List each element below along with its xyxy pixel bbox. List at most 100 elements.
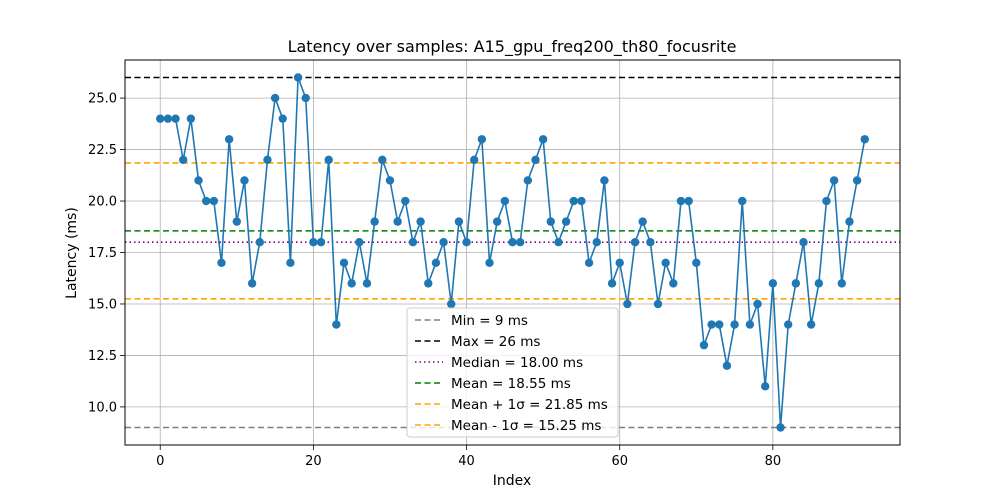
data-point [186,114,196,123]
data-point [316,238,326,247]
data-point [247,279,257,288]
chart-title: Latency over samples: A15_gpu_freq200_th… [288,37,737,57]
data-point [791,279,801,288]
data-point [615,258,624,267]
data-point [439,238,448,247]
y-tick-label: 17.5 [88,246,117,261]
data-point [776,423,785,432]
data-point [171,114,180,123]
data-point [738,196,747,206]
data-point [163,114,173,123]
data-point [209,196,219,206]
data-point [255,238,264,247]
data-point [676,196,686,206]
data-point [416,217,425,226]
data-point [653,299,663,309]
data-point [332,320,341,329]
y-tick-label: 12.5 [88,349,117,364]
data-point [837,279,846,288]
data-point [401,196,410,206]
data-point [454,217,464,226]
data-point [232,217,242,226]
y-tick-label: 15.0 [88,297,117,312]
data-point [508,238,517,247]
data-point [378,155,387,165]
data-point [492,217,502,226]
data-point [393,217,402,226]
data-point [431,258,441,267]
data-point [822,196,831,206]
data-point [692,258,701,267]
x-ticks: 0 20 40 60 80 [156,445,781,469]
data-point [607,279,617,288]
data-point [355,238,364,247]
data-point [753,299,762,309]
data-point [201,196,211,206]
data-point [761,382,770,391]
data-point [347,279,356,288]
data-point [447,299,456,309]
data-point [554,238,563,247]
data-point [630,238,640,247]
y-tick-label: 25.0 [88,92,117,107]
data-point [860,135,869,144]
data-point [623,299,632,309]
data-point [684,196,693,206]
data-point [538,135,548,144]
x-tick-label: 40 [458,454,475,469]
data-point [722,361,732,370]
legend: Min = 9 ms Max = 26 ms Median = 18.00 ms Me… [406,307,619,438]
data-point [669,279,678,288]
legend-label: Mean + 1σ = 21.85 ms [451,397,608,413]
data-point [224,135,234,144]
data-point [584,258,594,267]
y-tick-label: 22.5 [88,143,117,158]
legend-label: Mean - 1σ = 15.25 ms [451,418,601,434]
data-point [799,238,808,247]
data-point [852,176,862,185]
data-point [814,279,824,288]
data-point [309,238,318,247]
y-ticks: 10.0 12.5 15.0 17.5 20.0 22.5 25.0 [88,92,125,415]
data-point [194,176,203,185]
data-point [523,176,533,185]
data-point [577,196,586,206]
data-point [638,217,647,226]
data-point [500,196,510,206]
data-point [745,320,755,329]
data-point [470,155,479,165]
data-point [661,258,670,267]
data-point [829,176,839,185]
data-point [362,279,372,288]
data-point [240,176,249,185]
data-point [424,279,433,288]
data-point [730,320,739,329]
data-point [385,176,395,185]
data-point [278,114,287,123]
data-point [477,135,487,144]
data-point [531,155,540,165]
data-point [783,320,793,329]
data-point [179,155,188,165]
x-tick-label: 0 [156,454,164,469]
data-point [485,258,494,267]
data-point [592,238,601,247]
data-point [270,93,280,103]
data-point [301,93,310,103]
legend-label: Min = 9 ms [451,313,528,329]
data-point [561,217,571,226]
data-point [408,238,418,247]
data-point [569,196,578,206]
data-point [806,320,816,329]
data-point [370,217,379,226]
data-point [263,155,272,165]
data-point [293,73,303,82]
x-axis-label: Index [493,473,532,489]
series [156,73,869,432]
data-point [646,238,655,247]
legend-box [406,307,619,438]
y-tick-label: 10.0 [88,400,117,415]
data-point [339,258,349,267]
data-point [217,258,226,267]
